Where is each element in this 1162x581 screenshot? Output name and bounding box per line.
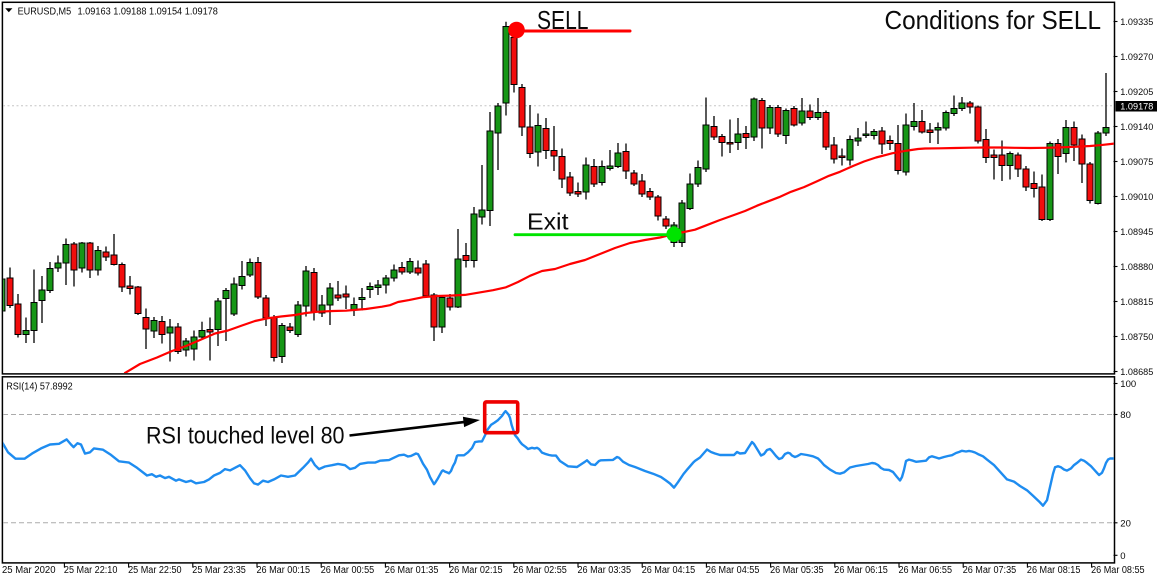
- svg-text:26 Mar 00:15: 26 Mar 00:15: [257, 565, 311, 576]
- svg-text:1.09010: 1.09010: [1120, 192, 1153, 203]
- svg-text:1.08815: 1.08815: [1120, 297, 1153, 308]
- svg-text:0: 0: [1120, 551, 1125, 562]
- svg-text:26 Mar 06:55: 26 Mar 06:55: [899, 565, 953, 576]
- svg-text:1.09270: 1.09270: [1120, 52, 1153, 63]
- svg-text:RSI touched level 80: RSI touched level 80: [146, 422, 345, 449]
- svg-text:EURUSD,M5: EURUSD,M5: [18, 6, 72, 17]
- svg-text:26 Mar 06:15: 26 Mar 06:15: [834, 565, 888, 576]
- svg-text:1.09178: 1.09178: [1120, 102, 1153, 113]
- svg-text:1.08945: 1.08945: [1120, 227, 1153, 238]
- svg-text:25 Mar 2020: 25 Mar 2020: [2, 565, 56, 576]
- svg-text:26 Mar 05:35: 26 Mar 05:35: [770, 565, 824, 576]
- svg-text:26 Mar 01:35: 26 Mar 01:35: [385, 565, 439, 576]
- svg-text:Conditions for SELL: Conditions for SELL: [885, 5, 1102, 35]
- svg-text:1.09335: 1.09335: [1120, 17, 1153, 28]
- svg-text:1.09075: 1.09075: [1120, 157, 1153, 168]
- svg-text:26 Mar 07:35: 26 Mar 07:35: [963, 565, 1017, 576]
- svg-text:25 Mar 22:50: 25 Mar 22:50: [128, 565, 182, 576]
- svg-text:26 Mar 04:55: 26 Mar 04:55: [706, 565, 760, 576]
- svg-text:SELL: SELL: [537, 7, 589, 35]
- svg-text:25 Mar 22:10: 25 Mar 22:10: [64, 565, 118, 576]
- svg-text:20: 20: [1120, 518, 1131, 529]
- svg-text:1.08750: 1.08750: [1120, 332, 1153, 343]
- svg-text:26 Mar 08:15: 26 Mar 08:15: [1027, 565, 1081, 576]
- svg-text:26 Mar 02:55: 26 Mar 02:55: [513, 565, 567, 576]
- svg-text:1.09163 1.09188 1.09154 1.0917: 1.09163 1.09188 1.09154 1.09178: [78, 6, 219, 17]
- svg-text:1.09205: 1.09205: [1120, 87, 1153, 98]
- svg-text:RSI(14) 57.8992: RSI(14) 57.8992: [6, 381, 73, 392]
- svg-text:26 Mar 02:15: 26 Mar 02:15: [449, 565, 503, 576]
- svg-text:80: 80: [1120, 410, 1131, 421]
- svg-text:1.08685: 1.08685: [1120, 367, 1153, 378]
- svg-text:100: 100: [1120, 379, 1136, 390]
- svg-text:25 Mar 23:35: 25 Mar 23:35: [192, 565, 246, 576]
- svg-text:1.08880: 1.08880: [1120, 262, 1153, 273]
- svg-text:26 Mar 03:35: 26 Mar 03:35: [578, 565, 632, 576]
- svg-text:26 Mar 08:55: 26 Mar 08:55: [1091, 565, 1145, 576]
- svg-text:1.09140: 1.09140: [1120, 122, 1153, 133]
- svg-text:26 Mar 00:55: 26 Mar 00:55: [321, 565, 375, 576]
- svg-text:26 Mar 04:15: 26 Mar 04:15: [642, 565, 696, 576]
- svg-text:Exit: Exit: [527, 208, 569, 234]
